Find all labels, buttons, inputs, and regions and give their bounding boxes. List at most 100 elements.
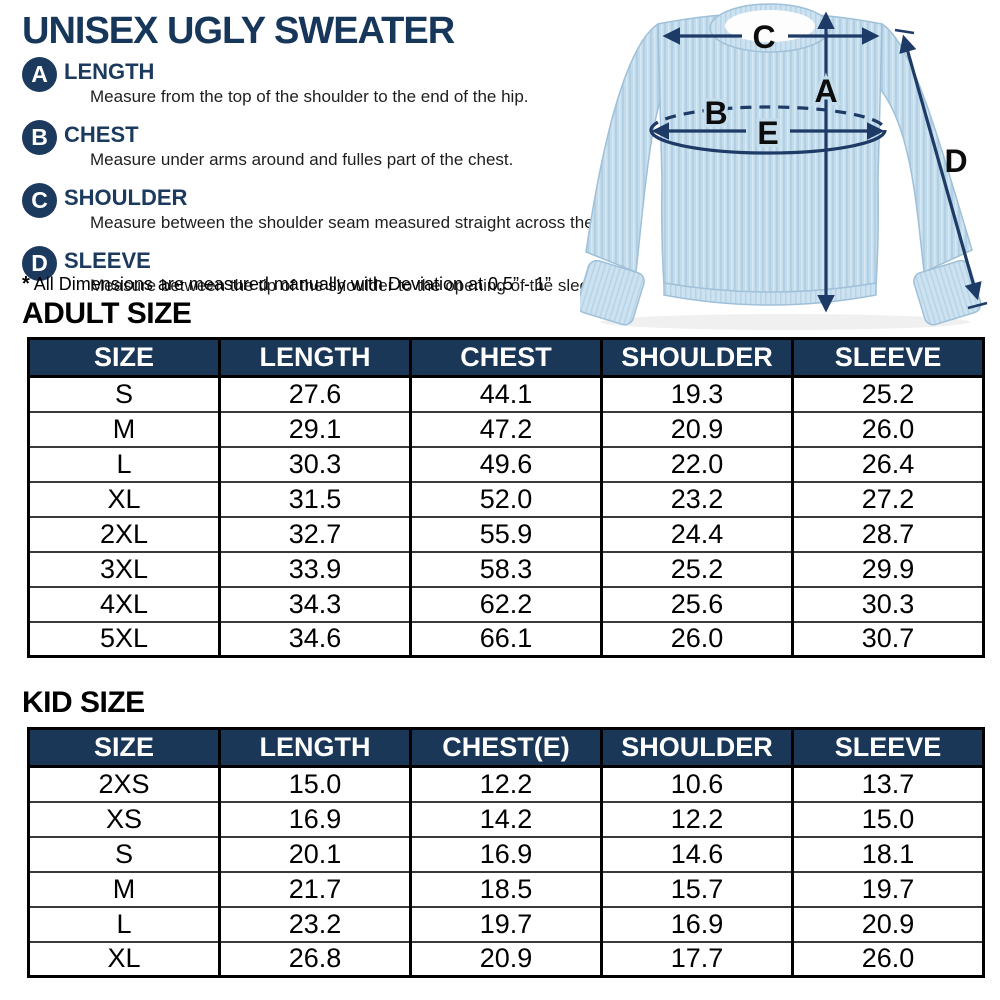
value-cell: 26.0 bbox=[791, 410, 985, 448]
sweater-shape bbox=[576, 3, 982, 330]
value-cell: 26.0 bbox=[791, 940, 985, 978]
measurement-sleeve-description: Measure between the tip of the shoulder … bbox=[90, 276, 612, 295]
kid-table-header-row: SIZE LENGTH CHEST(E) SHOULDER SLEEVE bbox=[27, 728, 985, 768]
measurement-arrows bbox=[649, 11, 988, 313]
value-cell: 13.7 bbox=[791, 765, 985, 803]
value-cell: 58.3 bbox=[409, 550, 603, 588]
diagram-labels: C A B E D bbox=[701, 19, 967, 179]
deviation-note: * All Dimensions are measured manually wi… bbox=[22, 273, 551, 296]
table-row: 2XL 32.7 55.9 24.4 28.7 bbox=[27, 515, 985, 553]
column-header: CHEST(E) bbox=[409, 728, 603, 768]
value-cell: 32.7 bbox=[218, 515, 412, 553]
table-row: L 30.3 49.6 22.0 26.4 bbox=[27, 445, 985, 483]
size-cell: L bbox=[27, 905, 221, 943]
value-cell: 16.9 bbox=[218, 800, 412, 838]
value-cell: 10.6 bbox=[600, 765, 794, 803]
value-cell: 16.9 bbox=[600, 905, 794, 943]
measurement-guide: A LENGTH Measure from the top of the sho… bbox=[22, 57, 639, 309]
sweater-illustration: C A B E D bbox=[576, 3, 988, 330]
value-cell: 28.7 bbox=[791, 515, 985, 553]
column-header: SHOULDER bbox=[600, 728, 794, 768]
value-cell: 12.2 bbox=[600, 800, 794, 838]
adult-table-body: S 27.6 44.1 19.3 25.2 M 29.1 47.2 20.9 26.0 L 30.3 4… bbox=[27, 375, 985, 658]
value-cell: 29.1 bbox=[218, 410, 412, 448]
note-text: All Dimensions are measured manually wit… bbox=[33, 274, 552, 294]
size-cell: M bbox=[27, 410, 221, 448]
value-cell: 27.2 bbox=[791, 480, 985, 518]
column-header: SHOULDER bbox=[600, 338, 794, 378]
measurement-item-sleeve: D SLEEVE Measure between the tip of the … bbox=[22, 246, 612, 296]
value-cell: 47.2 bbox=[409, 410, 603, 448]
size-cell: 2XL bbox=[27, 515, 221, 553]
diagram-label-a: A bbox=[814, 73, 837, 109]
value-cell: 27.6 bbox=[218, 375, 412, 413]
value-cell: 30.3 bbox=[791, 585, 985, 623]
value-cell: 49.6 bbox=[409, 445, 603, 483]
kid-size-table: SIZE LENGTH CHEST(E) SHOULDER SLEEVE 2XS 15.0… bbox=[27, 727, 985, 978]
size-cell: 5XL bbox=[27, 620, 221, 658]
table-row: XS 16.9 14.2 12.2 15.0 bbox=[27, 800, 985, 838]
value-cell: 20.1 bbox=[218, 835, 412, 873]
value-cell: 33.9 bbox=[218, 550, 412, 588]
measurement-length-label: LENGTH bbox=[64, 59, 155, 84]
diagram-label-d: D bbox=[944, 143, 967, 179]
value-cell: 23.2 bbox=[600, 480, 794, 518]
table-row: M 29.1 47.2 20.9 26.0 bbox=[27, 410, 985, 448]
table-row: 4XL 34.3 62.2 25.6 30.3 bbox=[27, 585, 985, 623]
value-cell: 15.7 bbox=[600, 870, 794, 908]
value-cell: 15.0 bbox=[791, 800, 985, 838]
size-cell: XS bbox=[27, 800, 221, 838]
size-cell: XL bbox=[27, 480, 221, 518]
measurement-sleeve-label: SLEEVE bbox=[64, 248, 151, 273]
value-cell: 19.7 bbox=[409, 905, 603, 943]
badge-a-letter: A bbox=[31, 61, 48, 87]
value-cell: 62.2 bbox=[409, 585, 603, 623]
column-header: SLEEVE bbox=[791, 728, 985, 768]
table-row: M 21.7 18.5 15.7 19.7 bbox=[27, 870, 985, 908]
size-cell: M bbox=[27, 870, 221, 908]
measurement-chest-label: CHEST bbox=[64, 122, 139, 147]
value-cell: 16.9 bbox=[409, 835, 603, 873]
value-cell: 17.7 bbox=[600, 940, 794, 978]
table-row: S 20.1 16.9 14.6 18.1 bbox=[27, 835, 985, 873]
measurement-length-body: LENGTH Measure from the top of the shoul… bbox=[64, 57, 529, 107]
measurement-item-length: A LENGTH Measure from the top of the sho… bbox=[22, 57, 587, 107]
value-cell: 44.1 bbox=[409, 375, 603, 413]
measurement-item-chest: B CHEST Measure under arms around and fu… bbox=[22, 120, 587, 170]
kid-table-body: 2XS 15.0 12.2 10.6 13.7 XS 16.9 14.2 12.2 15.0 S 20… bbox=[27, 765, 985, 978]
table-row: XL 26.8 20.9 17.7 26.0 bbox=[27, 940, 985, 978]
value-cell: 19.7 bbox=[791, 870, 985, 908]
table-row: L 23.2 19.7 16.9 20.9 bbox=[27, 905, 985, 943]
value-cell: 20.9 bbox=[791, 905, 985, 943]
value-cell: 31.5 bbox=[218, 480, 412, 518]
column-header: SIZE bbox=[27, 728, 221, 768]
value-cell: 18.5 bbox=[409, 870, 603, 908]
size-cell: S bbox=[27, 835, 221, 873]
table-row: XL 31.5 52.0 23.2 27.2 bbox=[27, 480, 985, 518]
value-cell: 52.0 bbox=[409, 480, 603, 518]
value-cell: 14.2 bbox=[409, 800, 603, 838]
size-cell: XL bbox=[27, 940, 221, 978]
value-cell: 12.2 bbox=[409, 765, 603, 803]
adult-size-heading: ADULT SIZE bbox=[22, 297, 192, 330]
page-title: UNISEX UGLY SWEATER bbox=[22, 10, 455, 52]
value-cell: 25.2 bbox=[791, 375, 985, 413]
value-cell: 18.1 bbox=[791, 835, 985, 873]
badge-d-letter: D bbox=[31, 250, 48, 276]
measurement-shoulder-body: SHOULDER Measure between the shoulder se… bbox=[64, 183, 639, 233]
badge-b-letter: B bbox=[31, 124, 48, 150]
table-row: S 27.6 44.1 19.3 25.2 bbox=[27, 375, 985, 413]
adult-size-table: SIZE LENGTH CHEST SHOULDER SLEEVE S 27.6 44.1 1… bbox=[27, 337, 985, 658]
measurement-shoulder-label: SHOULDER bbox=[64, 185, 188, 210]
badge-d: D bbox=[22, 246, 57, 281]
value-cell: 29.9 bbox=[791, 550, 985, 588]
badge-b: B bbox=[22, 120, 57, 155]
badge-c-letter: C bbox=[31, 187, 48, 213]
sweater-diagram: C A B E D bbox=[576, 0, 1000, 335]
diagram-label-b: B bbox=[704, 95, 727, 131]
note-asterisk: * bbox=[22, 273, 30, 295]
badge-c: C bbox=[22, 183, 57, 218]
table-row: 2XS 15.0 12.2 10.6 13.7 bbox=[27, 765, 985, 803]
size-cell: 2XS bbox=[27, 765, 221, 803]
value-cell: 25.6 bbox=[600, 585, 794, 623]
